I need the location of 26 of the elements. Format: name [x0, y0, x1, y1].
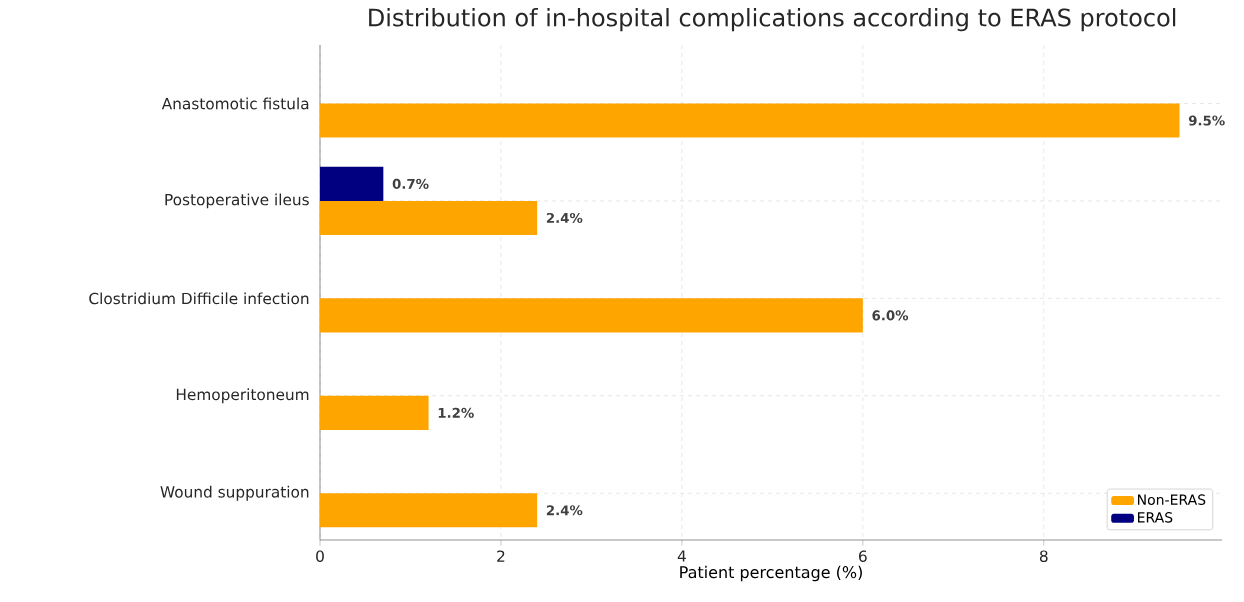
- legend-label: ERAS: [1138, 512, 1173, 523]
- bar: [320, 200, 538, 235]
- y-tick-label: Anastomotic fistula: [161, 97, 309, 110]
- x-tick-label: 2: [497, 550, 505, 562]
- x-tick-label: 8: [1039, 550, 1048, 562]
- data-label: 1.2%: [438, 407, 474, 418]
- x-tick-label: 0: [316, 550, 324, 562]
- x-tick-label: 4: [677, 550, 686, 562]
- chart-title: Distribution of in-hospital complications according to ERAS protocol: [369, 8, 1176, 32]
- x-axis-title: Patient percentage (%): [680, 565, 862, 582]
- legend-label: Non-ERAS: [1138, 494, 1206, 505]
- data-label: 6.0%: [872, 310, 909, 321]
- bar: [320, 493, 538, 528]
- y-tick-label: Hemoperitoneum: [176, 388, 309, 404]
- data-label: 9.5%: [1188, 115, 1225, 126]
- y-tick-label: Wound suppuration: [160, 485, 309, 501]
- y-tick-label: Clostridium Difficile infection: [89, 292, 309, 305]
- data-label: 0.7%: [392, 178, 429, 189]
- data-label: 2.4%: [546, 212, 583, 223]
- bar: [320, 395, 429, 430]
- bar: [320, 298, 863, 333]
- data-label: 2.4%: [546, 505, 583, 516]
- bar: [320, 103, 1180, 138]
- bar: [320, 166, 384, 201]
- x-tick-label: 6: [859, 550, 867, 562]
- y-tick-label: Postoperative ileus: [165, 193, 309, 209]
